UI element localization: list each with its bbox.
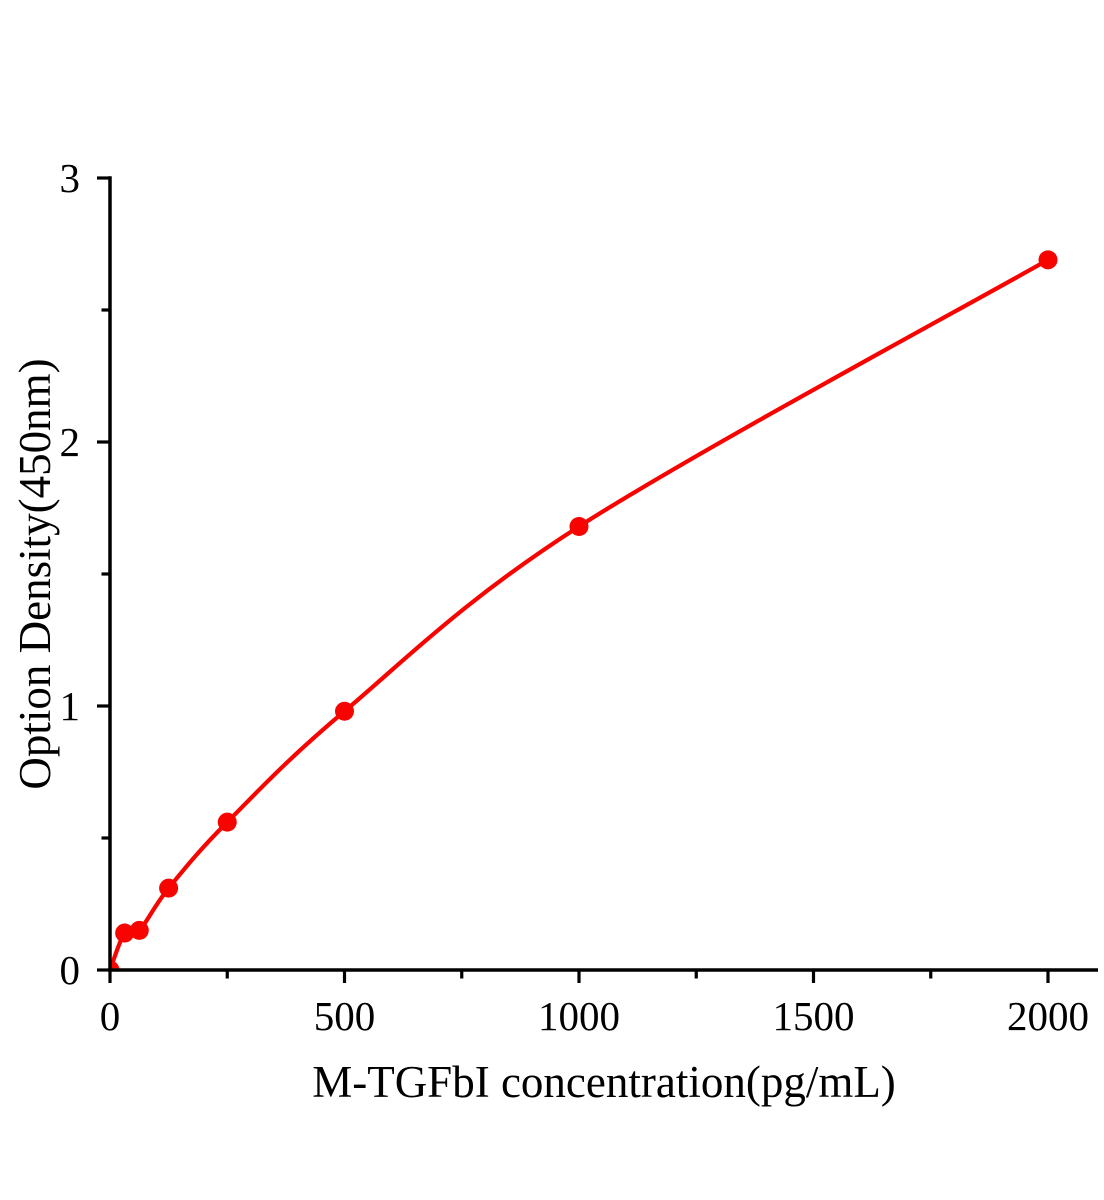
data-point-marker — [129, 920, 149, 940]
x-tick-label: 0 — [100, 993, 121, 1039]
series-layer — [111, 250, 1058, 969]
x-axis-title: M-TGFbI concentration(pg/mL) — [312, 1057, 896, 1107]
data-point-marker — [111, 960, 120, 969]
data-point-marker — [1038, 250, 1058, 270]
data-point-marker — [159, 878, 179, 898]
y-tick-label: 2 — [60, 419, 81, 465]
axes-layer — [97, 176, 1098, 983]
data-point-marker — [335, 701, 354, 721]
x-tick-label: 1000 — [538, 993, 620, 1039]
x-tick-label: 2000 — [1007, 993, 1089, 1039]
data-point-marker — [569, 516, 589, 536]
x-tick-label: 500 — [314, 993, 376, 1039]
data-point-marker — [217, 812, 237, 832]
y-axis-title: Option Density(450nm) — [10, 358, 60, 789]
data-point-marker — [115, 923, 135, 943]
tick-label-layer: 0 500 1000 1500 2000 0 1 2 3 — [60, 155, 1090, 1039]
y-tick-label: 1 — [60, 683, 81, 729]
standard-curve-line — [111, 257, 1051, 969]
x-tick-label: 1500 — [773, 993, 855, 1039]
y-tick-label: 3 — [60, 155, 81, 201]
y-tick-label: 0 — [60, 947, 81, 993]
